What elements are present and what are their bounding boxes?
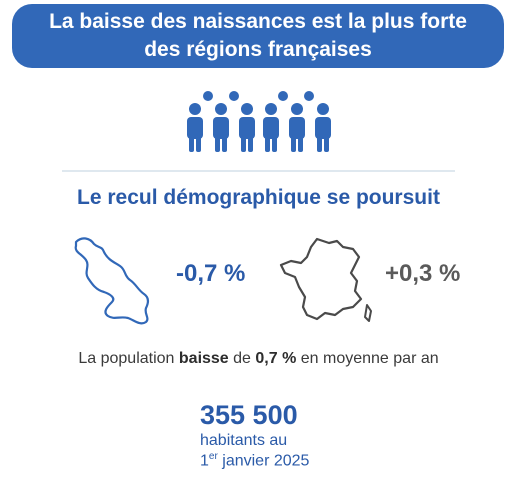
caption-sup: er [208, 451, 218, 462]
sentence-bold2: 0,7 % [255, 350, 297, 367]
banner-title-line2: des régions françaises [144, 38, 372, 61]
divider [62, 170, 455, 172]
caption-suffix: janvier 2025 [217, 452, 310, 470]
caption-prefix: 1 [200, 452, 209, 470]
banner-title-line1: La baisse des naissances est la plus for… [49, 10, 467, 33]
sentence-bold1: baisse [178, 350, 229, 367]
population-sentence: La population baisse de 0,7 % en moyenne… [0, 350, 517, 368]
section-subtitle: Le recul démographique se poursuit [77, 186, 440, 209]
martinique-map-icon [74, 237, 150, 325]
population-caption-line1: habitants au [200, 432, 288, 449]
title-banner: La baisse des naissances est la plus for… [12, 4, 504, 68]
population-caption-line2: 1er janvier 2025 [200, 451, 309, 470]
population-number: 355 500 [200, 400, 298, 430]
sentence-part1: La population [78, 350, 179, 367]
france-rate: +0,3 % [385, 260, 461, 287]
sentence-part3: en moyenne par an [296, 350, 439, 367]
sentence-part2: de [228, 350, 256, 367]
martinique-rate: -0,7 % [176, 260, 246, 287]
people-group-icon [187, 91, 331, 152]
banner-title: La baisse des naissances est la plus for… [38, 8, 478, 64]
france-map-icon [279, 237, 372, 322]
